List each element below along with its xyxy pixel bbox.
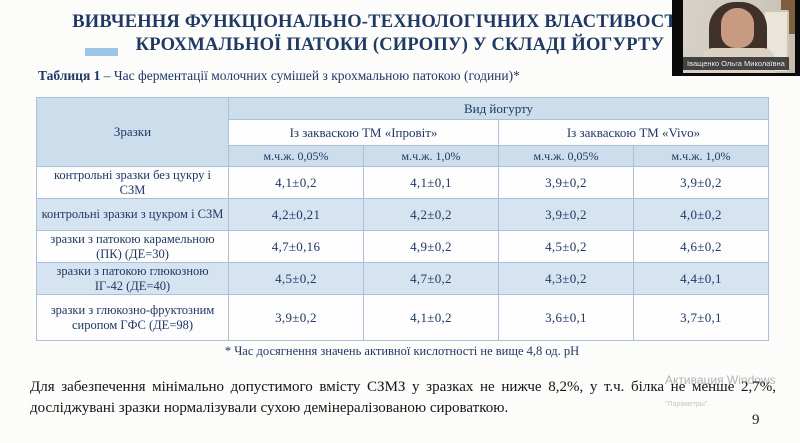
row-value: 4,9±0,2 [363, 230, 499, 263]
watermark-line1: Активация Windows [665, 373, 776, 387]
fermentation-table: Зразки Вид йогурту Із закваскою ТМ «Іпро… [36, 97, 769, 341]
watermark-line2: "Параметры". [665, 401, 710, 408]
header-fat-1: м.ч.ж. 0,05% [228, 145, 364, 167]
header-starter-iprovit: Із закваскою ТМ «Іпровіт» [228, 119, 499, 146]
table-caption: Таблиця 1 – Час ферментації молочних сум… [38, 68, 520, 84]
header-fat-4: м.ч.ж. 1,0% [633, 145, 769, 167]
row-value: 3,9±0,2 [498, 198, 634, 231]
webcam-video: Іващенко Ольга Миколаївна [683, 0, 795, 73]
row-value: 4,7±0,2 [363, 262, 499, 295]
header-yogurt-type: Вид йогурту [228, 97, 769, 120]
header-fat-3: м.ч.ж. 0,05% [498, 145, 634, 167]
table-row: контрольні зразки без цукру і СЗМ 4,1±0,… [36, 166, 769, 199]
row-value: 4,2±0,2 [363, 198, 499, 231]
participant-face [721, 8, 754, 48]
row-value: 4,5±0,2 [498, 230, 634, 263]
row-label: зразки з глюкозно-фруктозним сиропом ГФС… [36, 294, 229, 341]
page-number: 9 [752, 412, 760, 428]
row-value: 4,1±0,1 [363, 166, 499, 199]
row-value: 3,6±0,1 [498, 294, 634, 341]
row-value: 3,9±0,2 [498, 166, 634, 199]
row-value: 4,2±0,21 [228, 198, 364, 231]
row-value: 3,7±0,1 [633, 294, 769, 341]
row-value: 4,1±0,2 [228, 166, 364, 199]
row-value: 3,9±0,2 [228, 294, 364, 341]
slide-title: ВИВЧЕННЯ ФУНКЦІОНАЛЬНО-ТЕХНОЛОГІЧНИХ ВЛА… [0, 11, 800, 56]
windows-activation-watermark: Активация Windows "Параметры". [665, 373, 776, 408]
table-caption-label: Таблиця 1 [38, 68, 101, 83]
slide-body-text: Для забезпечення мінімально допустимого … [30, 379, 776, 416]
row-label: зразки з патокою карамельною (ПК) (ДЕ=30… [36, 230, 229, 263]
row-value: 4,7±0,16 [228, 230, 364, 263]
header-fat-2: м.ч.ж. 1,0% [363, 145, 499, 167]
header-samples: Зразки [36, 97, 229, 167]
webcam-overlay[interactable]: Іващенко Ольга Миколаївна [672, 0, 800, 76]
row-value: 4,3±0,2 [498, 262, 634, 295]
table-caption-text: – Час ферментації молочних сумішей з кро… [100, 68, 520, 83]
table-row: зразки з патокою глюкозною ІГ-42 (ДЕ=40)… [36, 262, 769, 295]
participant-name-label: Іващенко Ольга Миколаївна [683, 57, 789, 70]
row-value: 4,4±0,1 [633, 262, 769, 295]
row-value: 4,1±0,2 [363, 294, 499, 341]
table-row: зразки з патокою карамельною (ПК) (ДЕ=30… [36, 230, 769, 263]
slide-title-line2: КРОХМАЛЬНОЇ ПАТОКИ (СИРОПУ) У СКЛАДІ ЙОГ… [135, 34, 665, 55]
title-accent-bar [85, 48, 118, 56]
table-row: контрольні зразки з цукром і СЗМ 4,2±0,2… [36, 198, 769, 231]
table-row: зразки з глюкозно-фруктозним сиропом ГФС… [36, 294, 769, 341]
row-value: 4,5±0,2 [228, 262, 364, 295]
row-label: зразки з патокою глюкозною ІГ-42 (ДЕ=40) [36, 262, 229, 295]
slide-title-line1: ВИВЧЕННЯ ФУНКЦІОНАЛЬНО-ТЕХНОЛОГІЧНИХ ВЛА… [72, 12, 728, 32]
row-value: 3,9±0,2 [633, 166, 769, 199]
row-value: 4,6±0,2 [633, 230, 769, 263]
row-label: контрольні зразки з цукром і СЗМ [36, 198, 229, 231]
row-label: контрольні зразки без цукру і СЗМ [36, 166, 229, 199]
row-value: 4,0±0,2 [633, 198, 769, 231]
header-starter-vivo: Із закваскою ТМ «Vivo» [498, 119, 769, 146]
table-footnote: * Час досягнення значень активної кислот… [224, 344, 580, 358]
